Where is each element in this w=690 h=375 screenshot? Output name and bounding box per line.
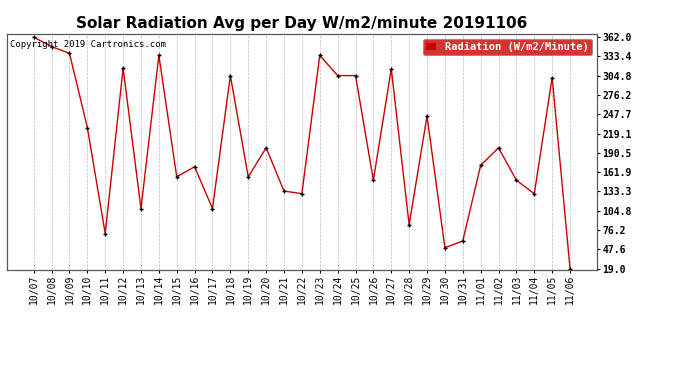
Title: Solar Radiation Avg per Day W/m2/minute 20191106: Solar Radiation Avg per Day W/m2/minute … <box>76 16 528 31</box>
Point <box>314 53 325 58</box>
Text: Copyright 2019 Cartronics.com: Copyright 2019 Cartronics.com <box>10 40 166 49</box>
Point <box>46 44 57 50</box>
Point <box>440 245 451 251</box>
Point <box>82 124 93 130</box>
Point <box>546 75 558 81</box>
Point <box>207 206 218 212</box>
Point <box>28 34 39 40</box>
Point <box>100 231 111 237</box>
Point <box>422 113 433 119</box>
Point <box>261 145 272 151</box>
Point <box>457 238 469 244</box>
Point <box>368 177 379 183</box>
Point <box>511 177 522 183</box>
Legend: Radiation (W/m2/Minute): Radiation (W/m2/Minute) <box>423 39 591 55</box>
Point <box>475 162 486 168</box>
Point <box>493 145 504 151</box>
Point <box>243 174 254 180</box>
Point <box>135 206 146 212</box>
Point <box>529 191 540 197</box>
Point <box>350 73 361 79</box>
Point <box>117 65 128 71</box>
Point <box>153 53 164 58</box>
Point <box>64 50 75 56</box>
Point <box>564 266 575 272</box>
Point <box>225 73 236 79</box>
Point <box>297 191 308 197</box>
Point <box>386 66 397 72</box>
Point <box>404 222 415 228</box>
Point <box>171 174 182 180</box>
Point <box>332 73 343 79</box>
Point <box>189 164 200 170</box>
Point <box>279 188 290 194</box>
